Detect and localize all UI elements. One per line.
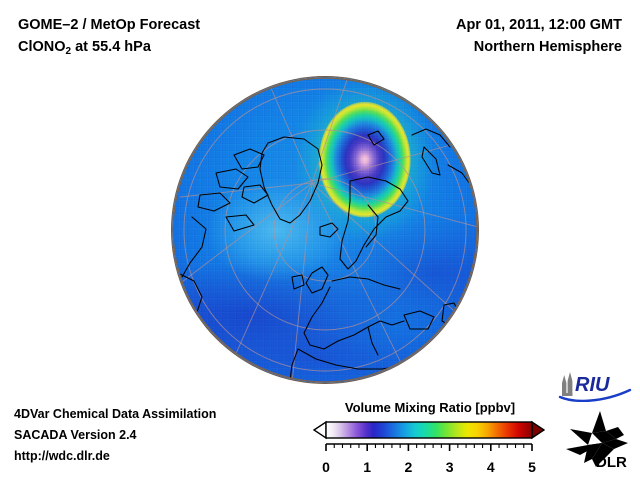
species-name: ClONO [18,39,66,55]
datetime-label: Apr 01, 2011, 12:00 GMT [455,17,622,33]
instrument-title: GOME–2 / MetOp Forecast [18,17,201,33]
globe-map [172,77,478,383]
region-label: Northern Hemisphere [473,39,622,55]
species-title: ClONO2 at 55.4 hPa [18,36,200,60]
colorbar-minor-ticks [333,444,525,448]
credits-block: 4DVar Chemical Data Assimilation SACADA … [14,404,216,467]
colorbar-high-arrow [531,420,545,440]
colorbar-title: Volume Mixing Ratio [ppbv] [344,400,516,415]
colorbar-tick-3: 3 [445,459,454,475]
colorbar-tick-2: 2 [404,459,413,475]
colorbar-gradient [325,421,533,439]
colorbar-low-arrow [313,420,327,440]
riu-wordmark: RIU [575,374,610,396]
dlr-logo: DLR [562,409,632,476]
riu-towers-icon [562,372,573,396]
header-left-block: GOME–2 / MetOp Forecast ClONO2 at 55.4 h… [18,14,200,60]
colorbar-tick-5: 5 [528,459,536,475]
globe-outline [172,77,478,383]
colorbar-tick-4: 4 [486,459,495,475]
dlr-wordmark: DLR [596,454,627,471]
header-right-block: Apr 01, 2011, 12:00 GMT Northern Hemisph… [456,14,622,58]
colorbar-tick-labels: 0 1 2 3 4 5 [313,459,545,479]
credit-version: SACADA Version 2.4 [14,428,137,442]
graticule-meridians [177,78,477,382]
colorbar: Volume Mixing Ratio [ppbv] [313,400,545,479]
credit-method: 4DVar Chemical Data Assimilation [14,407,217,421]
riu-logo: RIU [558,370,632,407]
colorbar-tick-0: 0 [322,459,330,475]
globe-data-field [172,77,478,383]
credit-url[interactable]: http://wdc.dlr.de [14,449,110,463]
riu-swoosh-icon [558,388,632,403]
species-pressure-level: at 55.4 hPa [71,39,151,55]
colorbar-scale [313,420,545,451]
species-subscript: 2 [65,46,72,57]
colorbar-major-ticks [325,444,533,451]
dlr-pinwheel-icon [566,411,628,467]
colorbar-tick-1: 1 [363,459,372,475]
map-overlay [172,77,478,383]
